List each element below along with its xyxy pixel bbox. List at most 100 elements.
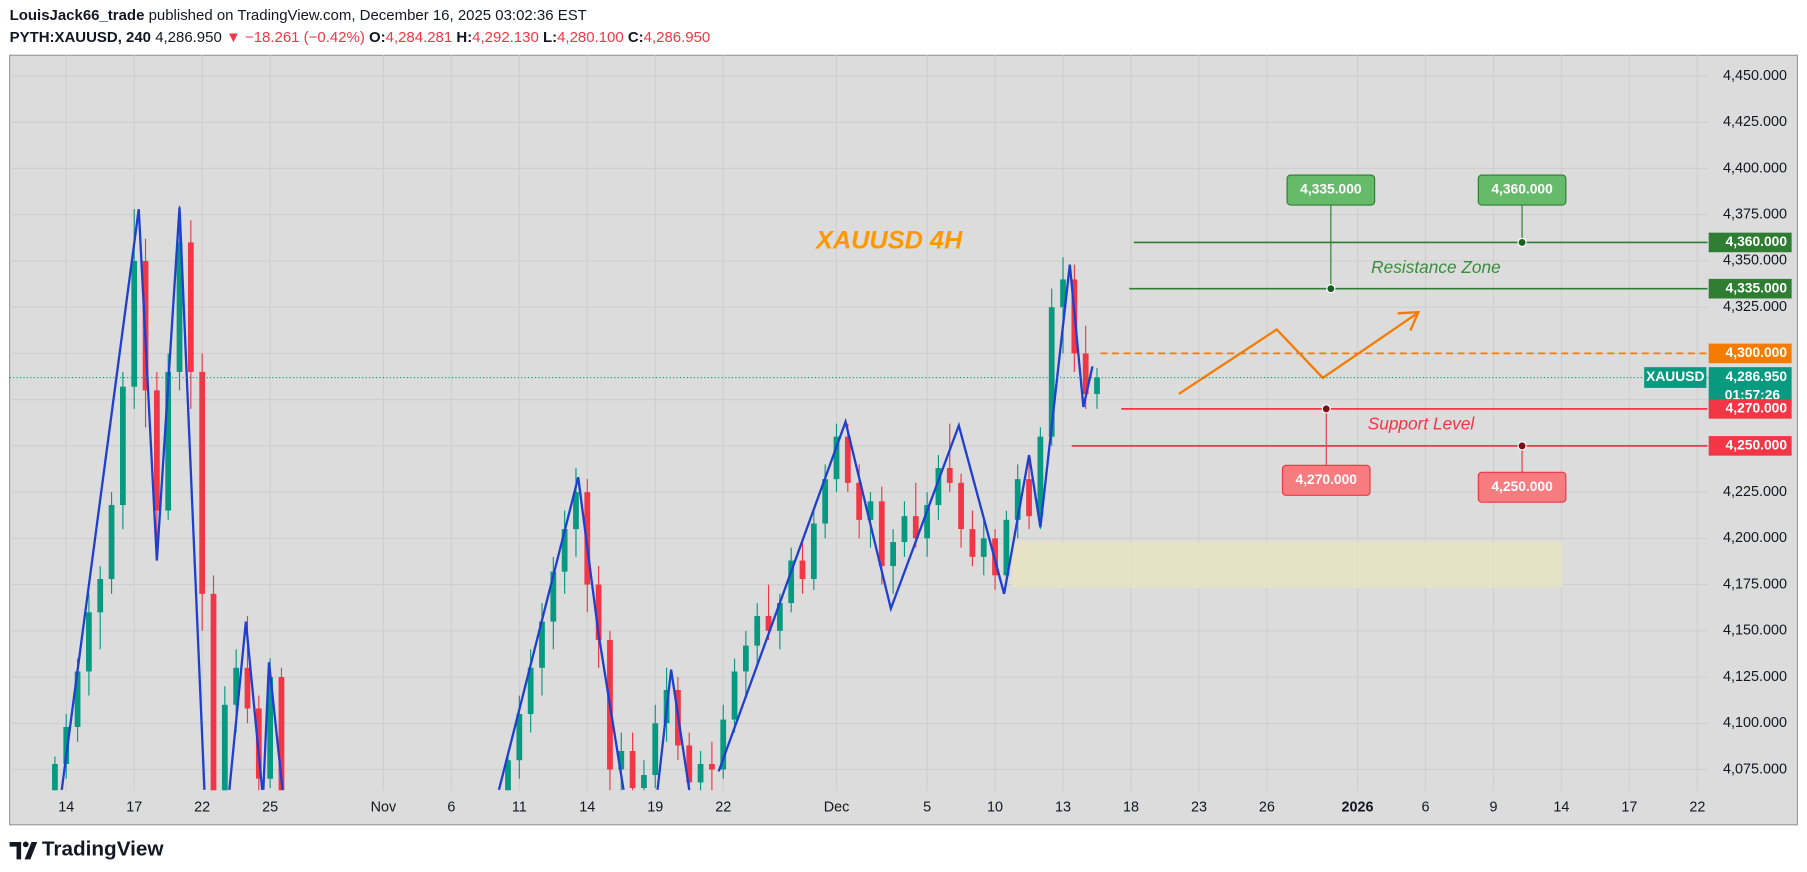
chart-title: XAUUSD 4H: [814, 227, 963, 255]
candle-body: [1060, 279, 1066, 308]
callout-anchor: [1321, 404, 1331, 414]
y-tick-label: 4,125.000: [1723, 669, 1787, 685]
y-tick-label: 4,200.000: [1723, 530, 1787, 546]
annotation: Support Level: [1368, 414, 1476, 434]
x-tick-label: 14: [58, 799, 74, 815]
level-tag: [1708, 436, 1792, 456]
x-tick-label: Dec: [824, 799, 850, 815]
candle-body: [561, 529, 568, 572]
candle-body: [652, 723, 659, 776]
candle-body: [199, 371, 206, 594]
y-tick-label: 4,075.000: [1723, 761, 1787, 777]
candle-body: [833, 436, 840, 480]
annotation: Resistance Zone: [1371, 257, 1501, 277]
candle-body: [742, 645, 749, 672]
callout-box: [1477, 174, 1567, 206]
header-line: LouisJack66_trade published on TradingVi…: [10, 7, 587, 24]
candle-body: [131, 260, 138, 387]
zigzag-line: [497, 477, 625, 791]
candle-body: [890, 542, 897, 567]
candle-body: [709, 763, 715, 770]
level-tag: [1708, 278, 1792, 299]
footer-logo: TradingView: [9, 838, 165, 861]
y-tick-label: 4,450.000: [1723, 68, 1787, 84]
callout-label: 4,360.000: [1491, 181, 1553, 197]
ohlc-key: L:: [543, 29, 557, 46]
candle-body: [924, 505, 930, 539]
ohlc-value: 4,280.100: [557, 29, 624, 46]
callout-anchor: [1326, 284, 1336, 294]
candle-body: [765, 616, 772, 631]
candle-body: [233, 667, 240, 705]
candle-body: [1037, 436, 1044, 517]
x-tick-label: 18: [1123, 799, 1139, 815]
change: −18.261 (−0.42%): [245, 29, 365, 46]
zigzag-line: [262, 662, 284, 790]
brand: TradingView: [42, 838, 165, 861]
candle-body: [1014, 479, 1021, 520]
x-tick-label: 5: [923, 799, 931, 815]
candle-body: [810, 523, 817, 580]
callout-label: 4,335.000: [1300, 181, 1362, 197]
logo-mark: [9, 842, 22, 860]
candle-body: [550, 571, 557, 622]
symbol-tag-label: XAUUSD: [1646, 368, 1704, 384]
callout-box: [1477, 471, 1567, 503]
candle-body: [935, 468, 942, 506]
candle-body: [52, 763, 58, 791]
candle-body: [754, 616, 761, 646]
x-tick-label: 22: [715, 799, 731, 815]
candle-body: [1082, 353, 1089, 395]
y-tick-label: 4,100.000: [1723, 715, 1787, 731]
candle-body: [244, 667, 251, 709]
x-tick-label: 11: [512, 799, 527, 815]
symbol: PYTH:XAUUSD, 240: [10, 29, 151, 46]
level-tag: [1708, 343, 1792, 364]
logo-mark: [22, 841, 29, 848]
y-tick-label: 4,150.000: [1723, 623, 1787, 639]
arrow-head: [1397, 310, 1421, 332]
callout-box: [1286, 174, 1376, 206]
candle-body: [856, 482, 863, 520]
x-tick-label: 25: [262, 799, 278, 815]
level-tag-label: 4,360.000: [1726, 233, 1788, 249]
countdown: 01:57:26: [1725, 387, 1781, 403]
candle-body: [108, 505, 115, 580]
ohlc-value: 4,286.950: [644, 29, 711, 46]
candle-body: [165, 371, 172, 511]
candle-body: [822, 479, 829, 524]
y-tick-label: 4,175.000: [1723, 576, 1787, 592]
symbol-line: PYTH:XAUUSD, 240 4,286.950 ▼ −18.261 (−0…: [10, 29, 711, 46]
candle-body: [980, 538, 987, 557]
candle-body: [697, 763, 704, 783]
x-tick-label: 17: [126, 799, 142, 815]
candle-body: [867, 501, 874, 520]
candle-body: [176, 242, 183, 372]
candle-body: [776, 603, 783, 631]
levels: [1071, 241, 1708, 447]
x-tick-label: 23: [1191, 799, 1207, 815]
candle-body: [153, 390, 160, 511]
ohlc-key: C:: [628, 29, 644, 46]
candle-body: [267, 677, 274, 779]
candle-body: [958, 482, 964, 530]
y-tick-label: 4,375.000: [1723, 207, 1787, 223]
candle-body: [595, 584, 602, 641]
ohlc-key: O:: [369, 29, 386, 46]
x-tick-label: 9: [1489, 799, 1497, 815]
x-tick-label: 26: [1259, 799, 1275, 815]
candle-body: [97, 579, 104, 613]
candle-body: [912, 516, 919, 539]
candle-body: [187, 242, 194, 372]
candle-body: [86, 612, 92, 672]
y-tick-label: 4,425.000: [1723, 114, 1787, 130]
candle-body: [210, 593, 217, 791]
x-tick-label: 22: [194, 799, 210, 815]
candle-body: [120, 386, 126, 506]
callout-box: [1281, 464, 1371, 496]
zigzag-line: [60, 207, 206, 790]
candle-body: [1003, 519, 1010, 576]
candle-body: [946, 468, 953, 483]
published: published on TradingView.com, December 1…: [149, 7, 587, 24]
